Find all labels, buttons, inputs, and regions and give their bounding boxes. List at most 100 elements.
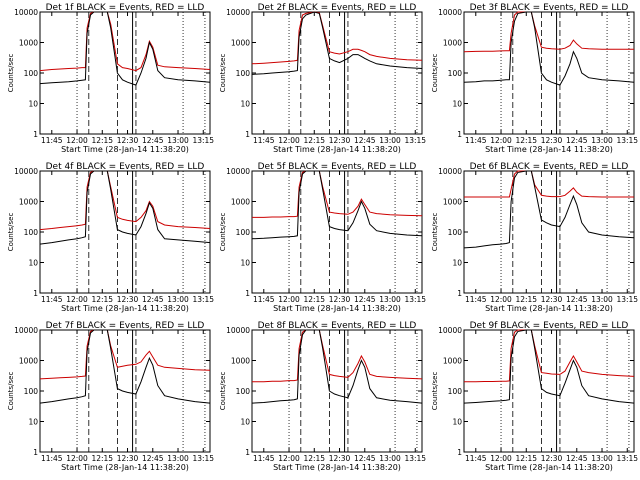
x-tick-label: 12:30 bbox=[541, 295, 563, 304]
y-tick-label: 100 bbox=[448, 228, 463, 237]
x-axis-label: Start Time (28-Jan-14 11:38:20) bbox=[485, 145, 613, 154]
x-tick-label: 12:30 bbox=[329, 295, 351, 304]
y-tick-label: 10 bbox=[452, 418, 462, 427]
series-lld-line bbox=[252, 329, 423, 383]
y-tick-label: 1000 bbox=[231, 39, 250, 48]
x-tick-label: 13:15 bbox=[192, 136, 214, 145]
panel-title: Det 2f BLACK = Events, RED = LLD bbox=[258, 3, 417, 13]
y-tick-label: 1 bbox=[457, 448, 462, 457]
panel-title: Det 7f BLACK = Events, RED = LLD bbox=[46, 321, 205, 331]
x-tick-label: 13:00 bbox=[591, 295, 613, 304]
panel-det-8f: Det 8f BLACK = Events, RED = LLD 1 10 100 10… bbox=[219, 321, 426, 472]
x-tick-label: 12:00 bbox=[278, 136, 300, 145]
x-tick-label: 13:00 bbox=[167, 295, 189, 304]
y-tick-label: 1000 bbox=[443, 357, 462, 366]
x-tick-label: 12:15 bbox=[91, 136, 113, 145]
y-axis-label: Counts/sec bbox=[431, 54, 439, 93]
y-tick-label: 100 bbox=[24, 387, 39, 396]
x-tick-label: 11:45 bbox=[465, 454, 487, 463]
y-tick-label: 10000 bbox=[14, 167, 38, 176]
y-tick-label: 1 bbox=[245, 289, 250, 298]
x-tick-label: 12:30 bbox=[541, 136, 563, 145]
x-tick-label: 12:15 bbox=[515, 136, 537, 145]
series-events-line bbox=[251, 170, 423, 240]
x-tick-label: 12:45 bbox=[142, 136, 164, 145]
panel-det-9f: Det 9f BLACK = Events, RED = LLD 1 10 100 10… bbox=[431, 321, 638, 472]
y-axis-label: Counts/sec bbox=[431, 213, 439, 252]
x-tick-label: 12:45 bbox=[354, 295, 376, 304]
x-tick-label: 11:45 bbox=[253, 295, 275, 304]
y-tick-label: 10 bbox=[28, 100, 38, 109]
x-tick-label: 12:30 bbox=[117, 136, 139, 145]
x-tick-label: 11:45 bbox=[253, 136, 275, 145]
x-tick-label: 12:00 bbox=[490, 454, 512, 463]
y-tick-label: 1 bbox=[33, 289, 38, 298]
x-tick-label: 11:45 bbox=[41, 136, 63, 145]
x-tick-label: 12:00 bbox=[66, 295, 88, 304]
y-tick-label: 1000 bbox=[19, 357, 38, 366]
x-tick-label: 12:45 bbox=[142, 454, 164, 463]
y-tick-label: 10 bbox=[452, 259, 462, 268]
x-tick-label: 12:00 bbox=[490, 136, 512, 145]
x-tick-label: 13:15 bbox=[192, 454, 214, 463]
x-tick-label: 12:45 bbox=[566, 295, 588, 304]
y-tick-label: 100 bbox=[24, 69, 39, 78]
panel-det-7f: Det 7f BLACK = Events, RED = LLD 1 10 100 10… bbox=[7, 321, 214, 472]
y-axis-label: Counts/sec bbox=[431, 372, 439, 411]
y-tick-label: 100 bbox=[24, 228, 39, 237]
x-tick-label: 12:30 bbox=[117, 454, 139, 463]
x-axis-label: Start Time (28-Jan-14 11:38:20) bbox=[273, 304, 401, 313]
y-tick-label: 1000 bbox=[231, 357, 250, 366]
series-lld-line bbox=[39, 329, 211, 380]
panel-det-6f: Det 6f BLACK = Events, RED = LLD 1 10 100 10… bbox=[431, 162, 638, 313]
y-tick-label: 10000 bbox=[226, 8, 250, 17]
series-events-line bbox=[251, 329, 423, 404]
x-tick-label: 11:45 bbox=[465, 295, 487, 304]
x-tick-label: 13:00 bbox=[591, 454, 613, 463]
panel-title: Det 6f BLACK = Events, RED = LLD bbox=[470, 162, 629, 172]
panel-title: Det 1f BLACK = Events, RED = LLD bbox=[46, 3, 205, 13]
panel-title: Det 5f BLACK = Events, RED = LLD bbox=[258, 162, 417, 172]
series-events-line bbox=[463, 329, 635, 404]
y-tick-label: 100 bbox=[236, 228, 251, 237]
x-axis-label: Start Time (28-Jan-14 11:38:20) bbox=[485, 304, 613, 313]
series-lld-line bbox=[39, 11, 211, 72]
y-tick-label: 1000 bbox=[443, 198, 462, 207]
panel-title: Det 3f BLACK = Events, RED = LLD bbox=[470, 3, 629, 13]
series-lld-line bbox=[464, 329, 635, 383]
y-tick-label: 10000 bbox=[226, 167, 250, 176]
panel-title: Det 9f BLACK = Events, RED = LLD bbox=[470, 321, 629, 331]
x-tick-label: 11:45 bbox=[465, 136, 487, 145]
x-tick-label: 12:45 bbox=[566, 454, 588, 463]
x-tick-label: 12:15 bbox=[303, 136, 325, 145]
series-lld-line bbox=[39, 170, 211, 231]
x-tick-label: 11:45 bbox=[41, 295, 63, 304]
y-axis-label: Counts/sec bbox=[219, 213, 227, 252]
x-tick-label: 12:00 bbox=[66, 454, 88, 463]
y-tick-label: 1000 bbox=[443, 39, 462, 48]
y-tick-label: 10000 bbox=[14, 326, 38, 335]
x-tick-label: 13:15 bbox=[616, 136, 638, 145]
x-tick-label: 12:00 bbox=[278, 295, 300, 304]
y-tick-label: 100 bbox=[448, 387, 463, 396]
x-tick-label: 12:15 bbox=[515, 295, 537, 304]
y-tick-label: 1 bbox=[33, 130, 38, 139]
x-tick-label: 12:45 bbox=[354, 454, 376, 463]
x-tick-label: 13:15 bbox=[616, 295, 638, 304]
series-events-line bbox=[251, 11, 423, 75]
x-tick-label: 13:00 bbox=[167, 454, 189, 463]
y-tick-label: 10 bbox=[452, 100, 462, 109]
y-tick-label: 10000 bbox=[438, 8, 462, 17]
y-tick-label: 10000 bbox=[226, 326, 250, 335]
series-events-line bbox=[39, 11, 211, 86]
x-tick-label: 13:00 bbox=[379, 454, 401, 463]
y-tick-label: 1000 bbox=[19, 198, 38, 207]
y-axis-label: Counts/sec bbox=[7, 372, 15, 411]
x-tick-label: 12:00 bbox=[66, 136, 88, 145]
x-tick-label: 13:15 bbox=[192, 295, 214, 304]
series-lld-line bbox=[251, 11, 423, 65]
panel-det-5f: Det 5f BLACK = Events, RED = LLD 1 10 100 10… bbox=[219, 162, 426, 313]
x-axis-label: Start Time (28-Jan-14 11:38:20) bbox=[61, 463, 189, 472]
y-tick-label: 10 bbox=[240, 100, 250, 109]
